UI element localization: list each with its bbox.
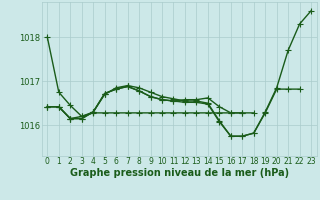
X-axis label: Graphe pression niveau de la mer (hPa): Graphe pression niveau de la mer (hPa) [70, 168, 289, 178]
